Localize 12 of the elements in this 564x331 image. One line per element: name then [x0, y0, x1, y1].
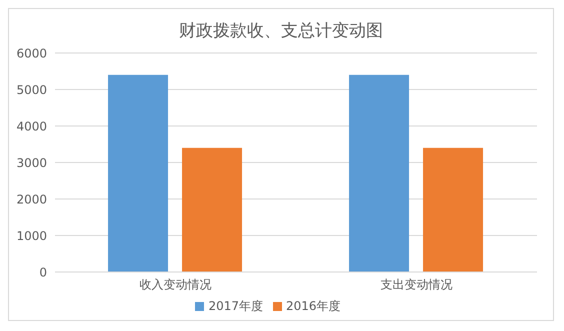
y-tick-label: 3000: [16, 156, 47, 170]
y-tick-label: 1000: [16, 228, 47, 243]
y-tick-label: 5000: [16, 82, 47, 97]
y-tick-label: 6000: [16, 46, 47, 60]
legend-label: 2016年度: [286, 299, 341, 313]
chart-title: 财政拨款收、支总计变动图: [178, 20, 384, 43]
y-tick-label: 0: [39, 265, 47, 280]
x-tick-label: 收入变动情况: [140, 278, 212, 292]
y-tick-label: 4000: [16, 119, 47, 134]
legend-label: 2017年度: [208, 299, 263, 313]
y-tick-label: 2000: [16, 192, 47, 206]
x-tick-label: 支出变动情况: [380, 278, 452, 292]
